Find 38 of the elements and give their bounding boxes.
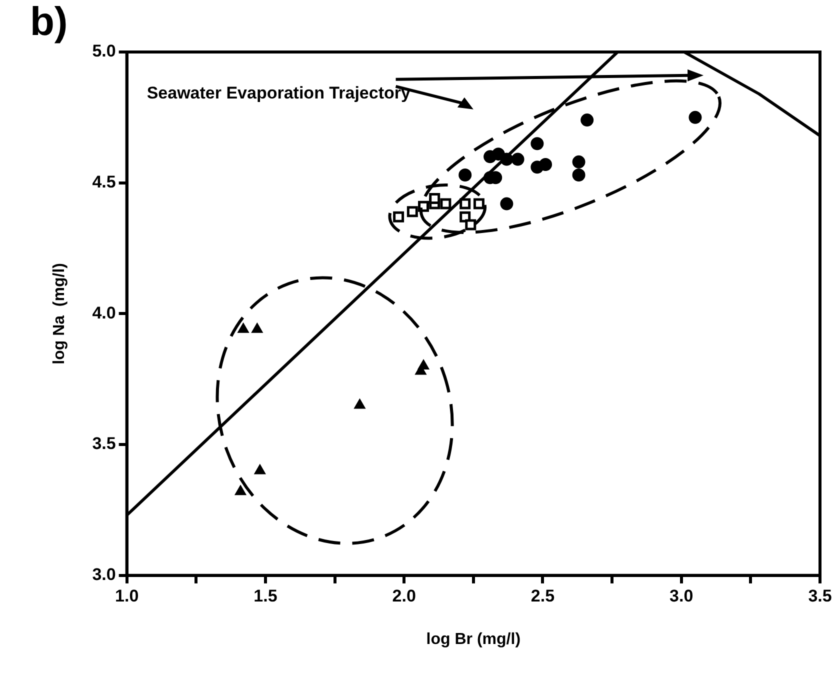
- point: [473, 198, 484, 210]
- point: [429, 193, 440, 204]
- point: [465, 219, 476, 230]
- point: [393, 211, 404, 222]
- y-tick-label: 3.0: [92, 565, 116, 584]
- point: [354, 398, 366, 409]
- y-tick-label: 3.5: [92, 434, 116, 454]
- point: [688, 110, 702, 124]
- point: [580, 114, 594, 127]
- point: [572, 155, 586, 168]
- point: [415, 364, 426, 375]
- y-tick-label: 4.0: [92, 303, 116, 322]
- point: [251, 322, 263, 333]
- point: [254, 464, 266, 474]
- point: [511, 152, 524, 166]
- y-tick-label: 4.5: [92, 172, 116, 192]
- x-tick-label: 1.0: [115, 586, 139, 606]
- point: [492, 148, 505, 161]
- x-tick-label: 3.0: [670, 586, 694, 606]
- point: [238, 322, 249, 333]
- x-tick-label: 3.5: [808, 586, 832, 606]
- x-axis-title: log Br (mg/l): [426, 630, 521, 648]
- x-tick-label: 2.5: [530, 586, 555, 606]
- point: [440, 198, 452, 210]
- y-tick-label: 5.0: [92, 42, 116, 61]
- x-tick-label: 1.5: [254, 586, 278, 606]
- chart-title: b): [30, 0, 68, 44]
- annotation: Seawater Evaporation Trajectory: [146, 84, 411, 103]
- point: [530, 137, 544, 150]
- point: [500, 197, 514, 210]
- point: [539, 158, 552, 172]
- point: [458, 168, 472, 182]
- point: [234, 485, 246, 496]
- point: [572, 168, 586, 182]
- point: [460, 198, 471, 210]
- point: [406, 206, 418, 218]
- y-axis-title: log Na (mg/l): [51, 263, 68, 364]
- x-tick-label: 2.0: [392, 586, 416, 606]
